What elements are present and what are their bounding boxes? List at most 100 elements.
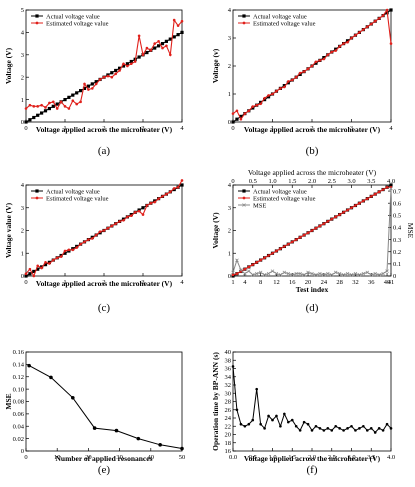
data-point xyxy=(283,412,286,416)
data-point xyxy=(287,242,290,246)
data-point xyxy=(130,62,133,66)
data-point xyxy=(381,14,385,17)
data-point xyxy=(137,209,141,213)
subplot-caption: (d) xyxy=(306,302,319,314)
x-tick-label: 3 xyxy=(141,279,144,286)
data-point xyxy=(294,424,298,428)
data-point xyxy=(306,422,310,426)
chart-c: 0 1 2 3 4 0 1 2 3 4 Voltage applied across the mic… xyxy=(4,179,184,314)
data-point xyxy=(259,258,262,262)
data-point xyxy=(94,233,98,237)
data-point xyxy=(259,102,262,106)
x-axis-label: Number of applied resonances xyxy=(55,454,152,463)
data-point xyxy=(381,429,385,432)
data-point xyxy=(346,40,349,44)
x-tick-label: 4 xyxy=(243,279,247,286)
x-tick-label: 3 xyxy=(141,125,144,132)
y2-tick-label: 0.2 xyxy=(393,249,401,256)
data-point xyxy=(334,47,338,51)
data-point xyxy=(52,100,55,104)
x-tick-label: 0.5 xyxy=(249,454,257,461)
data-point xyxy=(102,229,106,232)
data-point xyxy=(114,68,118,73)
y-tick-label: 4 xyxy=(21,182,25,189)
data-point xyxy=(83,82,86,86)
data-point xyxy=(294,238,298,241)
data-point xyxy=(361,271,366,276)
data-point xyxy=(160,42,165,46)
data-point xyxy=(251,105,255,108)
data-point xyxy=(267,94,270,97)
data-point xyxy=(310,271,314,276)
data-point xyxy=(27,363,31,368)
data-point xyxy=(282,270,287,275)
y-tick-label: 0 xyxy=(21,273,24,280)
y-tick-label: 4 xyxy=(21,30,25,37)
data-point xyxy=(247,422,251,426)
y-tick-label: 4 xyxy=(228,182,232,189)
y-tick-label: 24 xyxy=(225,415,232,422)
data-point xyxy=(32,105,36,108)
data-point xyxy=(98,230,102,233)
legend-marker xyxy=(35,196,39,200)
data-point xyxy=(346,208,349,212)
data-point xyxy=(318,427,322,430)
data-point xyxy=(47,106,51,111)
y-tick-label: 20 xyxy=(225,432,232,439)
data-point xyxy=(358,427,361,430)
data-point xyxy=(369,273,373,277)
data-point xyxy=(318,224,322,228)
data-point xyxy=(275,89,278,93)
y2-tick-label: 0.5 xyxy=(393,213,401,220)
data-point xyxy=(180,446,184,451)
y-tick-label: 0.04 xyxy=(13,423,25,430)
data-point xyxy=(122,62,125,66)
data-point xyxy=(36,113,40,117)
y2-tick-label: 0.6 xyxy=(393,200,402,207)
data-point xyxy=(267,414,270,418)
x2-tick-label: 4.0 xyxy=(387,178,395,185)
data-point xyxy=(231,273,235,277)
data-point xyxy=(262,273,267,277)
data-point xyxy=(28,267,32,271)
data-point xyxy=(176,33,180,37)
data-point xyxy=(337,271,342,276)
data-point xyxy=(36,264,39,268)
data-point xyxy=(298,429,302,432)
data-point xyxy=(255,103,258,107)
x-tick-label: 2 xyxy=(102,279,105,286)
data-point xyxy=(365,270,370,275)
y-tick-label: 3 xyxy=(21,52,24,59)
y-tick-label: 0 xyxy=(228,273,231,280)
data-point xyxy=(366,429,369,432)
data-point xyxy=(180,19,184,23)
data-point xyxy=(302,233,306,237)
data-point xyxy=(145,50,149,55)
x-tick-label: 8 xyxy=(259,279,262,286)
x-tick-label: 20 xyxy=(305,279,312,286)
x-tick-label: 0 xyxy=(24,454,27,461)
data-point xyxy=(180,30,184,34)
data-point xyxy=(255,387,258,391)
x-tick-label: 1 xyxy=(231,279,234,286)
data-point xyxy=(251,106,255,110)
data-point xyxy=(86,84,90,88)
y-tick-label: 34 xyxy=(225,374,232,381)
data-point xyxy=(126,215,129,219)
data-point xyxy=(294,271,298,276)
data-point xyxy=(377,190,381,194)
y-tick-label: 2 xyxy=(21,228,24,235)
x2-axis-label: Voltage applied across the microheater (… xyxy=(248,168,377,177)
y-tick-label: 0.10 xyxy=(13,386,24,393)
series-line xyxy=(28,365,183,449)
legend-entry: MSE xyxy=(253,202,266,209)
y-tick-label: 16 xyxy=(225,448,232,455)
data-point xyxy=(274,271,279,276)
data-point xyxy=(279,247,282,250)
data-point xyxy=(362,424,365,428)
legend-entry: Actual voltage value xyxy=(46,188,100,195)
series-line xyxy=(232,366,392,434)
data-point xyxy=(63,251,67,255)
